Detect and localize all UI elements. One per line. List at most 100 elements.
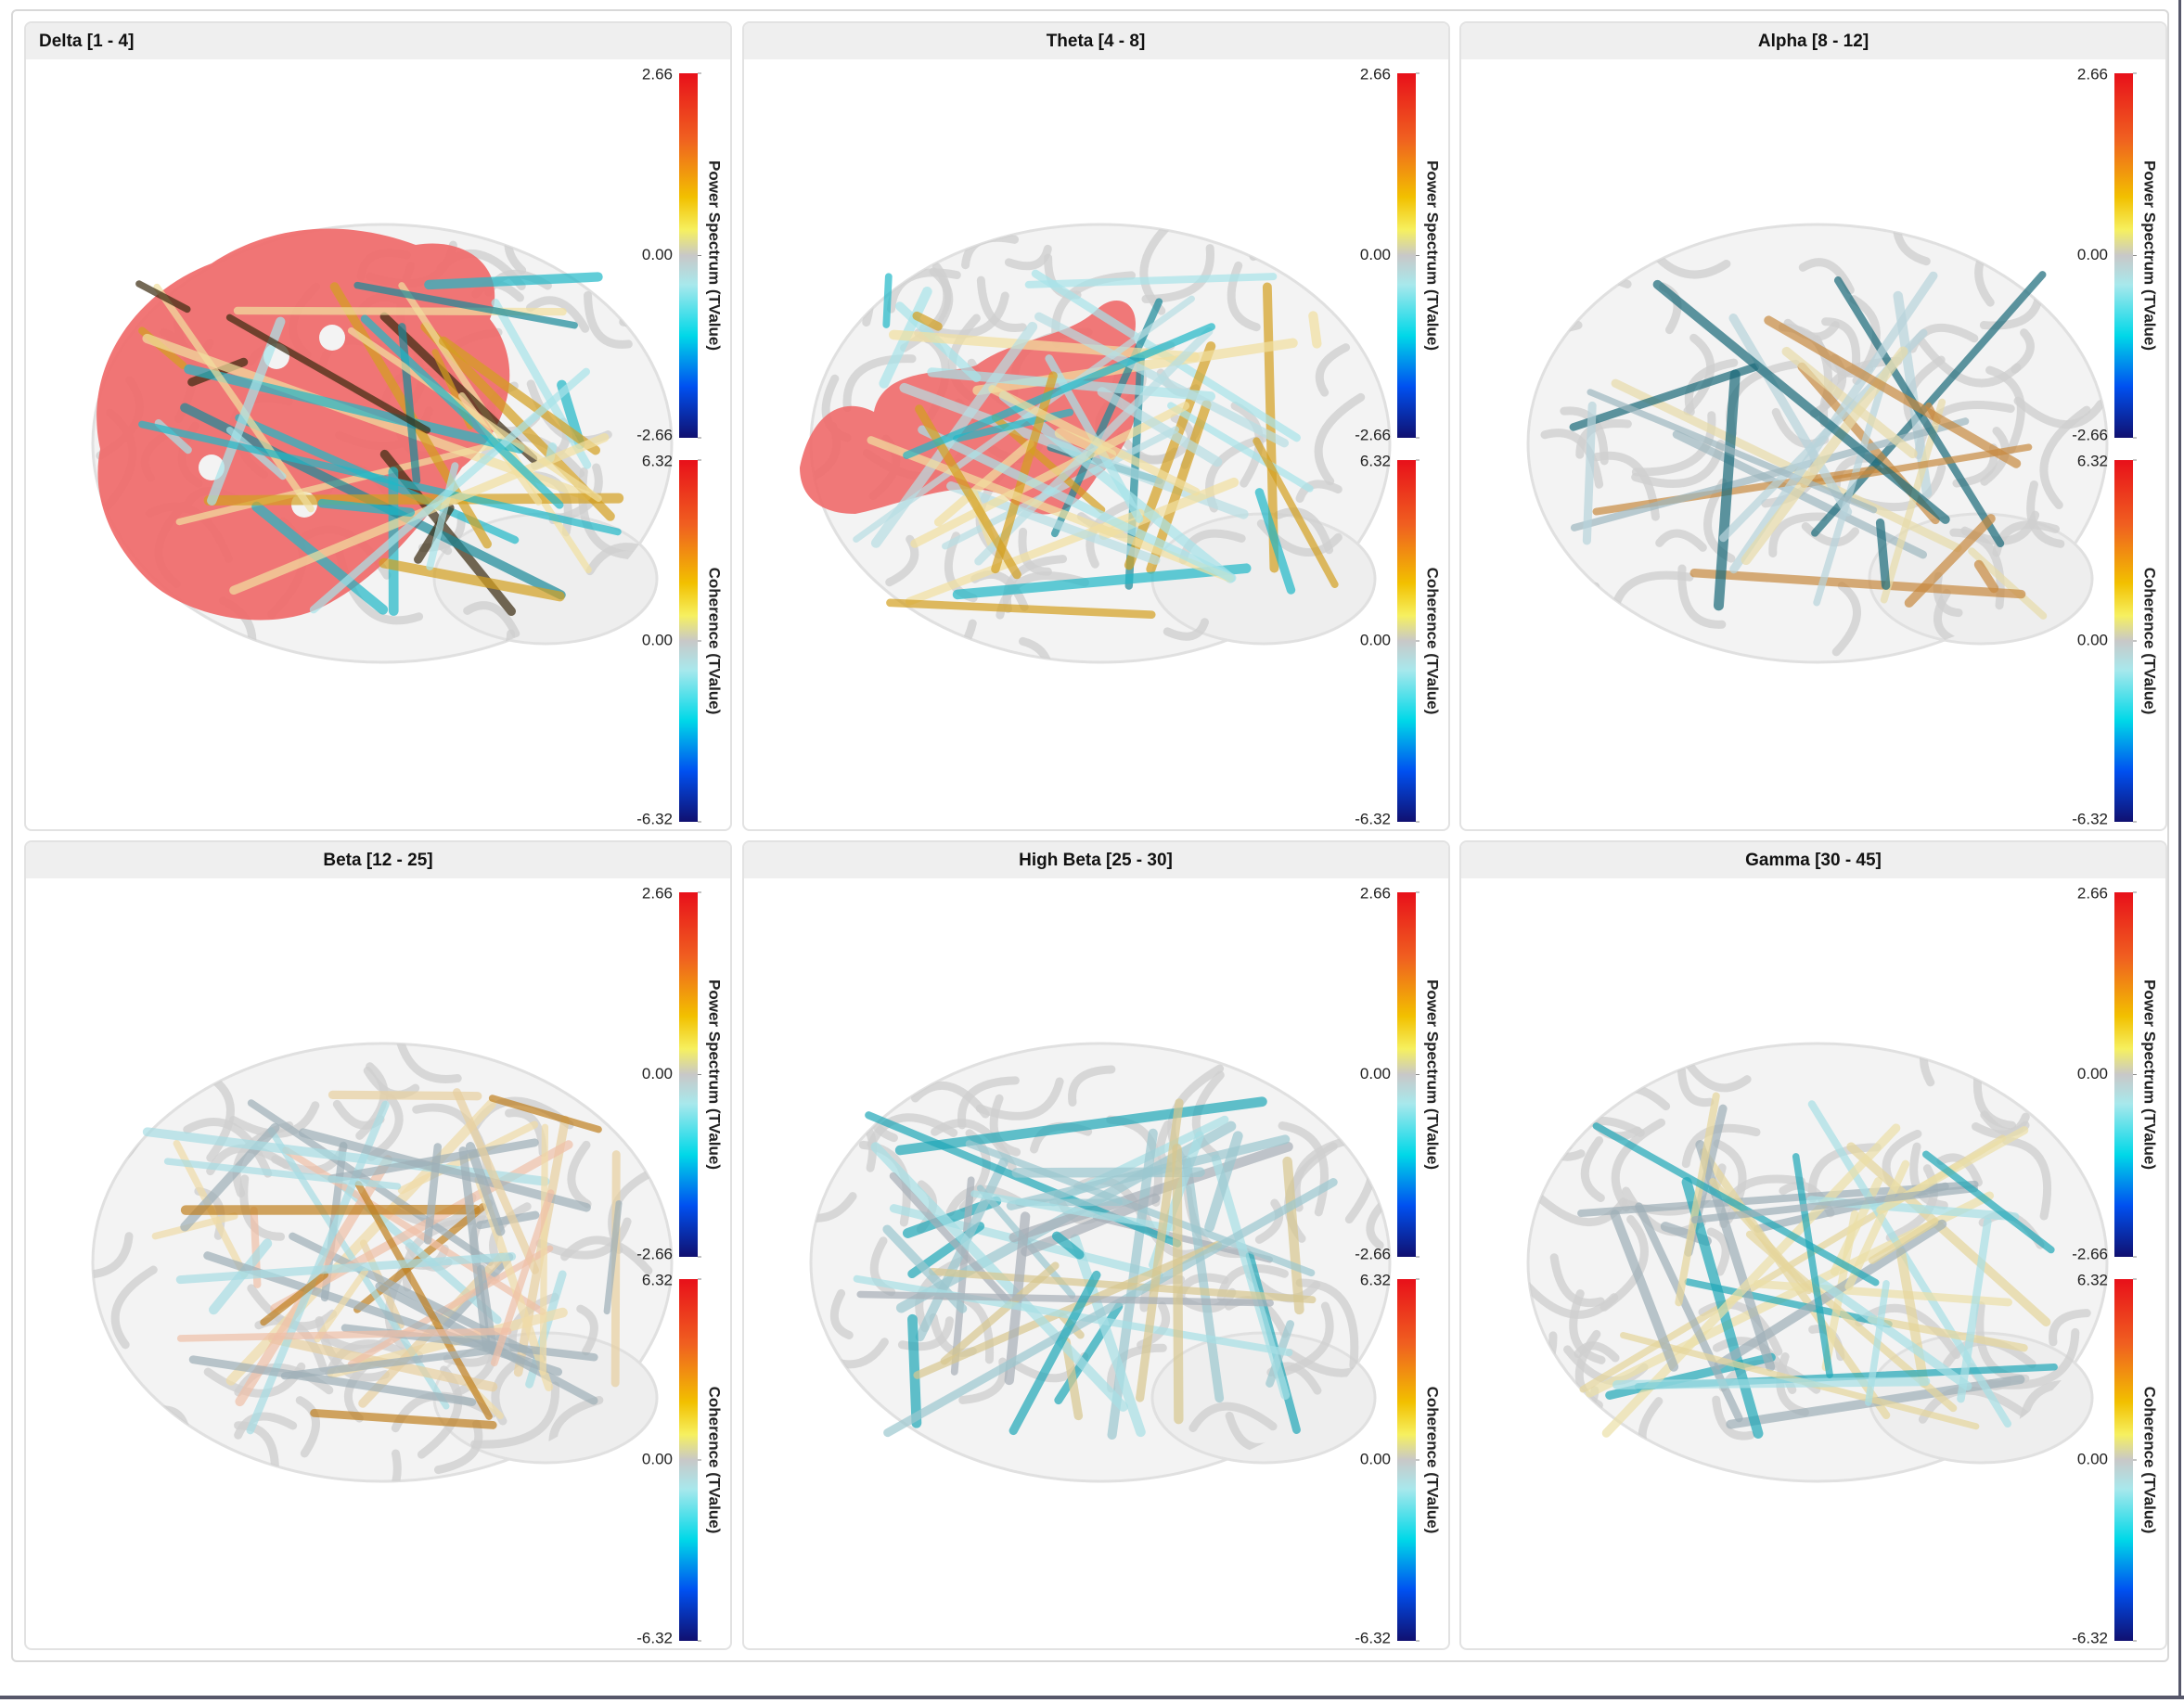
connection <box>1281 1156 1304 1315</box>
colorbar-tick-label: -2.66 <box>636 426 673 443</box>
panel: Alpha [8 - 12] 2.66 0.00 -2.66 Power Spectru… <box>1459 21 2167 831</box>
sulcus <box>560 1236 653 1275</box>
connection <box>1764 315 2022 468</box>
sulcus <box>470 1381 559 1449</box>
connection <box>424 272 603 290</box>
sulcus <box>229 1101 320 1138</box>
connection <box>280 1345 503 1380</box>
sulcus <box>1571 1051 1601 1108</box>
sulcus <box>1807 1143 1882 1203</box>
colorbar-tick-label: 6.32 <box>2077 452 2108 469</box>
connection <box>175 1252 517 1285</box>
sulcus <box>1821 317 1861 372</box>
connection <box>987 385 1200 496</box>
connection <box>1844 1159 1910 1291</box>
connection <box>1050 298 1163 538</box>
sulcus <box>1611 1118 1665 1212</box>
sulcus <box>1933 571 1963 618</box>
connection <box>1973 559 1999 594</box>
connection <box>309 367 590 614</box>
sulcus <box>1980 1044 2061 1100</box>
connection <box>855 1290 1274 1307</box>
colorbar-tick-label: 6.32 <box>642 1271 673 1288</box>
connection <box>1307 311 1322 349</box>
brain-view: 2.66 0.00 -2.66 Power Spectrum (TValue) 6.32… <box>799 65 1441 827</box>
sulcus <box>1768 512 1828 557</box>
panel-title: Theta [4 - 8] <box>743 23 1448 59</box>
connection <box>1069 1234 1146 1438</box>
sulcus <box>535 1217 632 1260</box>
sulcus <box>976 275 1027 333</box>
sulcus <box>1278 1121 1329 1217</box>
sulcus <box>1712 1395 1755 1441</box>
connection <box>298 1128 591 1212</box>
colorbar-tick-label: -2.66 <box>1355 1245 1391 1262</box>
panel: Theta [4 - 8] 2.66 0.00 -2.66 Power Spectrum… <box>741 21 1450 831</box>
connection <box>902 323 1215 459</box>
sulcus <box>1004 244 1052 271</box>
connection <box>465 1142 506 1236</box>
connection <box>353 281 578 329</box>
connection <box>1612 1376 1931 1389</box>
connection <box>917 425 1236 583</box>
colorbar-tick-label: -6.32 <box>636 1629 673 1646</box>
connection <box>603 1200 623 1315</box>
panel-title: Alpha [8 - 12] <box>1461 23 2165 59</box>
connection <box>270 1140 573 1313</box>
colorbar-tick-label: 0.00 <box>642 1450 673 1467</box>
panel: High Beta [25 - 30] 2.66 0.00 -2.66 Power Sp… <box>741 840 1450 1650</box>
connection <box>1714 1219 1947 1370</box>
sulcus <box>810 518 832 557</box>
colorbar <box>679 1279 698 1641</box>
sulcus <box>1985 365 2025 455</box>
connection <box>458 1146 491 1351</box>
sulcus <box>463 601 520 638</box>
sulcus <box>93 634 148 659</box>
connection <box>952 563 1252 600</box>
colorbar-tick-label: 0.00 <box>642 246 673 263</box>
sulcus <box>1892 224 1931 266</box>
panel: Gamma [30 - 45] 2.66 0.00 -2.66 Power Spectr… <box>1459 840 2167 1650</box>
sulcus <box>525 296 590 333</box>
colorbar-label: Coherence (TValue) <box>1423 1387 1441 1534</box>
colorbar-tick-label: -2.66 <box>2072 1245 2108 1262</box>
connection <box>882 1178 1338 1438</box>
sulcus <box>1706 1227 1730 1276</box>
connection <box>973 327 1213 566</box>
sulcus <box>1564 1406 1597 1478</box>
connection <box>909 401 1189 548</box>
sulcus <box>1528 1273 1619 1319</box>
dashboard-frame <box>11 9 2169 1662</box>
colorbar-label: Coherence (TValue) <box>2141 568 2159 715</box>
sulcus <box>1831 582 1861 657</box>
sulcus <box>1933 588 1957 644</box>
colorbar-tick-label: 6.32 <box>1359 1271 1390 1288</box>
sulcus <box>619 296 665 327</box>
sulcus <box>869 1236 895 1297</box>
sulcus <box>2002 1136 2051 1221</box>
sulcus <box>810 286 832 348</box>
connection <box>1921 1150 2055 1254</box>
connection <box>1006 1134 1290 1210</box>
connection <box>885 598 1156 619</box>
sulcus <box>1216 1263 1289 1301</box>
connection <box>207 316 286 506</box>
sulcus <box>1677 1066 1715 1108</box>
brain-view: 2.66 0.00 -2.66 Power Spectrum (TValue) 6.32… <box>1526 884 2159 1646</box>
sulcus <box>1549 1253 1605 1307</box>
sulcus <box>1798 258 1855 295</box>
connection <box>1968 547 2048 620</box>
connection <box>153 283 315 513</box>
colorbar-label: Coherence (TValue) <box>706 568 724 715</box>
sulcus <box>576 1304 598 1356</box>
colorbar-tick-label: 0.00 <box>1359 1065 1390 1082</box>
sulcus <box>1684 358 1739 416</box>
connection <box>610 1150 621 1388</box>
sulcus <box>1314 392 1365 486</box>
colorbar-tick-label: 0.00 <box>2077 1450 2108 1467</box>
colorbar-tick-label: 2.66 <box>2077 884 2108 902</box>
connection <box>928 1267 1316 1304</box>
connection <box>1895 1248 1929 1388</box>
connection <box>1728 314 1853 517</box>
sulcus <box>1528 636 1584 662</box>
